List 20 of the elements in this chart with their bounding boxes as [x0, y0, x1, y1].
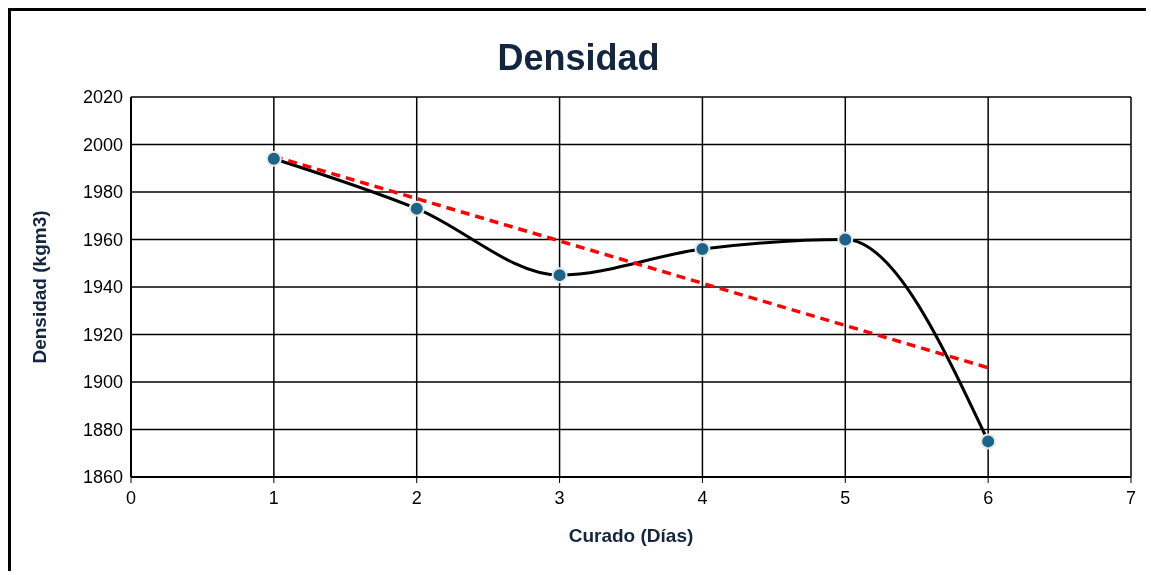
- x-tick-label: 5: [840, 487, 851, 508]
- x-tick-label: 6: [983, 487, 994, 508]
- x-tick-label: 1: [268, 487, 279, 508]
- y-axis-title: Densidad (kgm3): [28, 210, 50, 364]
- chart-title: Densidad: [496, 37, 661, 80]
- x-tick-label: 2: [411, 487, 422, 508]
- x-tick-label: 3: [554, 487, 565, 508]
- y-tick-label: 1960: [82, 229, 123, 250]
- y-tick-label: 1980: [82, 182, 123, 203]
- x-axis-title: Curado (Días): [568, 525, 694, 546]
- x-tick-label: 4: [697, 487, 708, 508]
- x-tick-label: 0: [125, 487, 137, 508]
- y-tick-label: 2000: [82, 134, 123, 155]
- y-tick-label: 2020: [82, 87, 123, 108]
- y-tick-label: 1940: [82, 277, 123, 298]
- y-tick-label: 1860: [82, 467, 123, 488]
- y-tick-label: 1920: [82, 324, 123, 345]
- x-tick-label: 7: [1125, 487, 1137, 508]
- y-tick-label: 1900: [82, 372, 123, 393]
- y-tick-label: 1880: [82, 419, 123, 440]
